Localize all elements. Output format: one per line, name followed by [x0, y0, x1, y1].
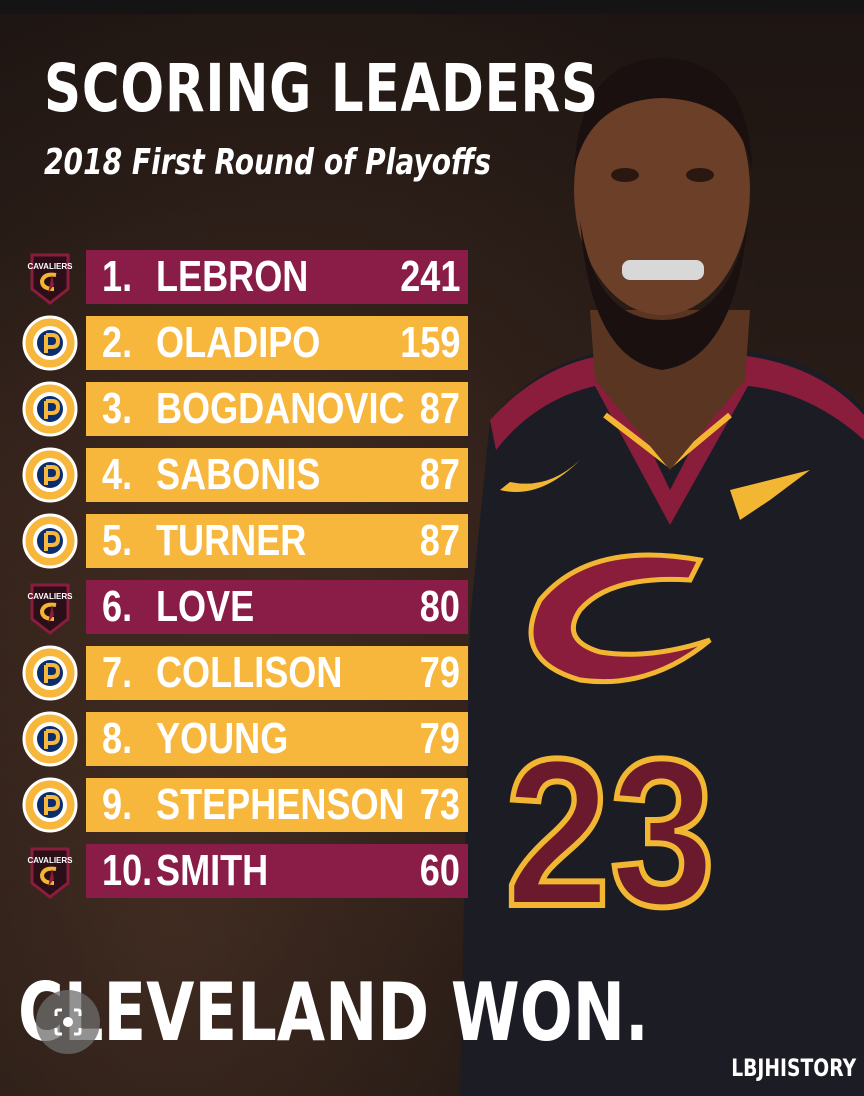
page-subtitle: 2018 First Round of Playoffs [44, 142, 492, 183]
page-title: SCORING LEADERS [44, 50, 599, 127]
player-rank: 3. [102, 384, 133, 433]
player-name: SMITH [156, 846, 269, 895]
leaderboard-row: CAVALIERS 6. LOVE 80 [0, 578, 480, 636]
cavaliers-logo-icon: CAVALIERS [22, 579, 78, 635]
player-name: SABONIS [156, 450, 321, 499]
jersey-number: 23 [505, 715, 715, 950]
pacers-logo-icon [22, 381, 78, 437]
pacers-logo-icon [22, 711, 78, 767]
logo-text: CAVALIERS [27, 856, 73, 865]
lens-button[interactable] [36, 990, 100, 1054]
player-name: YOUNG [156, 714, 289, 763]
leaderboard-bar: 10. SMITH 60 [86, 844, 468, 898]
player-rank: 8. [102, 714, 133, 763]
pacers-logo-icon [22, 777, 78, 833]
lens-icon [54, 1008, 82, 1036]
pacers-logo-icon [22, 447, 78, 503]
player-points: 79 [419, 714, 460, 763]
player-name: STEPHENSON [156, 780, 405, 829]
player-name: LEBRON [156, 252, 309, 301]
player-points: 60 [419, 846, 460, 895]
leaderboard-row: 2. OLADIPO 159 [0, 314, 480, 372]
pacers-logo-icon [22, 645, 78, 701]
leaderboard-row: 4. SABONIS 87 [0, 446, 480, 504]
player-rank: 2. [102, 318, 133, 367]
player-points: 241 [399, 252, 460, 301]
player-points: 73 [419, 780, 460, 829]
top-bar [0, 0, 864, 14]
leaderboard-bar: 9. STEPHENSON 73 [86, 778, 468, 832]
leaderboard-row: 3. BOGDANOVIC 87 [0, 380, 480, 438]
pacers-logo-icon [22, 315, 78, 371]
leaderboard-row: 5. TURNER 87 [0, 512, 480, 570]
footer-text: CLEVELAND WON. [18, 966, 649, 1059]
player-points: 159 [399, 318, 460, 367]
leaderboard-bar: 8. YOUNG 79 [86, 712, 468, 766]
player-rank: 10. [102, 846, 153, 895]
leaderboard-row: CAVALIERS 10. SMITH 60 [0, 842, 480, 900]
player-points: 87 [419, 384, 460, 433]
logo-text: CAVALIERS [27, 592, 73, 601]
leaderboard-bar: 1. LEBRON 241 [86, 250, 468, 304]
logo-text: CAVALIERS [27, 262, 73, 271]
player-name: TURNER [156, 516, 307, 565]
leaderboard-row: CAVALIERS 1. LEBRON 241 [0, 248, 480, 306]
player-points: 80 [419, 582, 460, 631]
leaderboard-row: 9. STEPHENSON 73 [0, 776, 480, 834]
player-rank: 4. [102, 450, 133, 499]
player-points: 79 [419, 648, 460, 697]
cavaliers-logo-icon: CAVALIERS [22, 843, 78, 899]
player-name: COLLISON [156, 648, 343, 697]
credit-text: LBJHISTORY [731, 1054, 856, 1082]
player-name: BOGDANOVIC [156, 384, 405, 433]
player-name: LOVE [156, 582, 255, 631]
player-rank: 7. [102, 648, 133, 697]
leaderboard-bar: 3. BOGDANOVIC 87 [86, 382, 468, 436]
pacers-logo-icon [22, 513, 78, 569]
leaderboard-bar: 5. TURNER 87 [86, 514, 468, 568]
player-points: 87 [419, 516, 460, 565]
player-rank: 9. [102, 780, 133, 829]
player-name: OLADIPO [156, 318, 321, 367]
leaderboard-bar: 4. SABONIS 87 [86, 448, 468, 502]
leaderboard-row: 8. YOUNG 79 [0, 710, 480, 768]
player-points: 87 [419, 450, 460, 499]
leaderboard-row: 7. COLLISON 79 [0, 644, 480, 702]
player-rank: 6. [102, 582, 133, 631]
player-rank: 1. [102, 252, 133, 301]
leaderboard-bar: 6. LOVE 80 [86, 580, 468, 634]
leaderboard-bar: 2. OLADIPO 159 [86, 316, 468, 370]
leaderboard-bar: 7. COLLISON 79 [86, 646, 468, 700]
cavaliers-logo-icon: CAVALIERS [22, 249, 78, 305]
player-rank: 5. [102, 516, 133, 565]
player-illustration: 23 [460, 58, 864, 1096]
